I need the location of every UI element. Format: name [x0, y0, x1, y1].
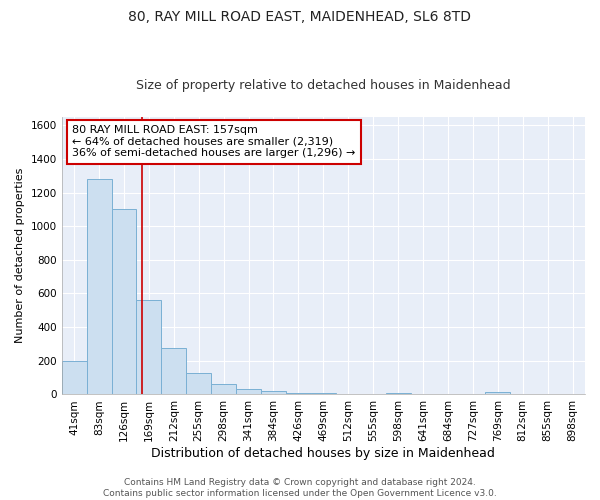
Y-axis label: Number of detached properties: Number of detached properties	[15, 168, 25, 344]
Bar	[236, 390, 261, 394]
Title: Size of property relative to detached houses in Maidenhead: Size of property relative to detached ho…	[136, 79, 511, 92]
Bar	[86, 179, 112, 394]
Bar	[261, 391, 286, 394]
Bar	[211, 384, 236, 394]
Text: 80 RAY MILL ROAD EAST: 157sqm
← 64% of detached houses are smaller (2,319)
36% o: 80 RAY MILL ROAD EAST: 157sqm ← 64% of d…	[72, 125, 356, 158]
Bar	[485, 392, 510, 394]
Bar	[112, 210, 136, 394]
Bar	[386, 393, 410, 394]
X-axis label: Distribution of detached houses by size in Maidenhead: Distribution of detached houses by size …	[151, 447, 495, 460]
Bar	[186, 372, 211, 394]
Text: Contains HM Land Registry data © Crown copyright and database right 2024.
Contai: Contains HM Land Registry data © Crown c…	[103, 478, 497, 498]
Bar	[311, 393, 336, 394]
Bar	[62, 361, 86, 394]
Bar	[286, 393, 311, 394]
Bar	[161, 348, 186, 395]
Bar	[136, 300, 161, 394]
Text: 80, RAY MILL ROAD EAST, MAIDENHEAD, SL6 8TD: 80, RAY MILL ROAD EAST, MAIDENHEAD, SL6 …	[128, 10, 472, 24]
